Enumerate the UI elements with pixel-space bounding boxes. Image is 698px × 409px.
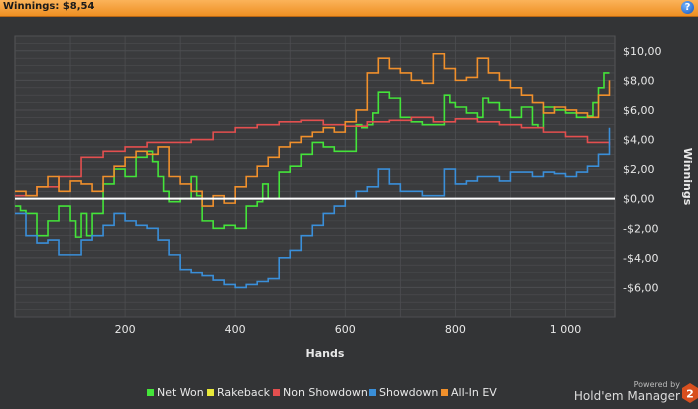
help-icon[interactable]: ? bbox=[681, 1, 694, 14]
series-all-in-ev bbox=[15, 52, 611, 207]
brand-name: Hold'em Manager bbox=[573, 389, 680, 403]
winnings-chart: 200 400 600 800 1 000 -$6,00 -$4,00 -$2,00 $0,0… bbox=[14, 35, 694, 399]
y-tick-label: $6,00 bbox=[623, 104, 655, 117]
legend-swatch bbox=[273, 389, 280, 396]
x-tick-label: 1 000 bbox=[550, 323, 582, 336]
legend-swatch bbox=[369, 389, 376, 396]
legend-swatch bbox=[207, 389, 214, 396]
legend-label: All-In EV bbox=[451, 386, 497, 399]
legend-label: Non Showdown bbox=[283, 386, 368, 399]
y-tick-label: -$6,00 bbox=[623, 281, 658, 294]
x-axis-ticks: 200 400 600 800 1 000 bbox=[115, 323, 582, 336]
y-tick-label: $0,00 bbox=[623, 193, 655, 206]
legend-swatch bbox=[147, 389, 154, 396]
x-tick-label: 600 bbox=[335, 323, 356, 336]
legend-label: Net Won bbox=[157, 386, 204, 399]
y-tick-label: $10,00 bbox=[623, 45, 662, 58]
legend: Net Won Rakeback Non Showdown Showdown All-I… bbox=[147, 386, 497, 399]
y-tick-label: $8,00 bbox=[623, 74, 655, 87]
y-axis-label: Winnings bbox=[681, 148, 694, 206]
branding: Powered by Hold'em Manager bbox=[574, 380, 680, 403]
y-tick-label: -$2,00 bbox=[623, 222, 658, 235]
series-non-showdown bbox=[15, 116, 611, 197]
legend-swatch bbox=[441, 389, 448, 396]
powered-by-text: Powered by bbox=[633, 380, 680, 389]
legend-label: Rakeback bbox=[217, 386, 271, 399]
series-showdown bbox=[15, 127, 611, 289]
hem-logo-icon: 2 bbox=[682, 383, 698, 403]
x-axis-label: Hands bbox=[306, 347, 345, 360]
winnings-title: Winnings: $8,54 bbox=[3, 1, 95, 12]
y-axis-ticks: -$6,00 -$4,00 -$2,00 $0,00 $2,00 $4,00 $6,00 $8… bbox=[623, 45, 662, 295]
y-tick-label: $4,00 bbox=[623, 134, 655, 147]
title-bar: Winnings: $8,54 ? bbox=[0, 0, 698, 17]
y-tick-label: -$4,00 bbox=[623, 252, 658, 265]
logo-number: 2 bbox=[686, 388, 694, 401]
x-tick-label: 400 bbox=[225, 323, 246, 336]
y-tick-label: $2,00 bbox=[623, 163, 655, 176]
series-lines bbox=[15, 52, 611, 289]
series-net-won bbox=[15, 72, 610, 238]
legend-label: Showdown bbox=[379, 386, 438, 399]
x-tick-label: 200 bbox=[115, 323, 136, 336]
x-tick-label: 800 bbox=[445, 323, 466, 336]
